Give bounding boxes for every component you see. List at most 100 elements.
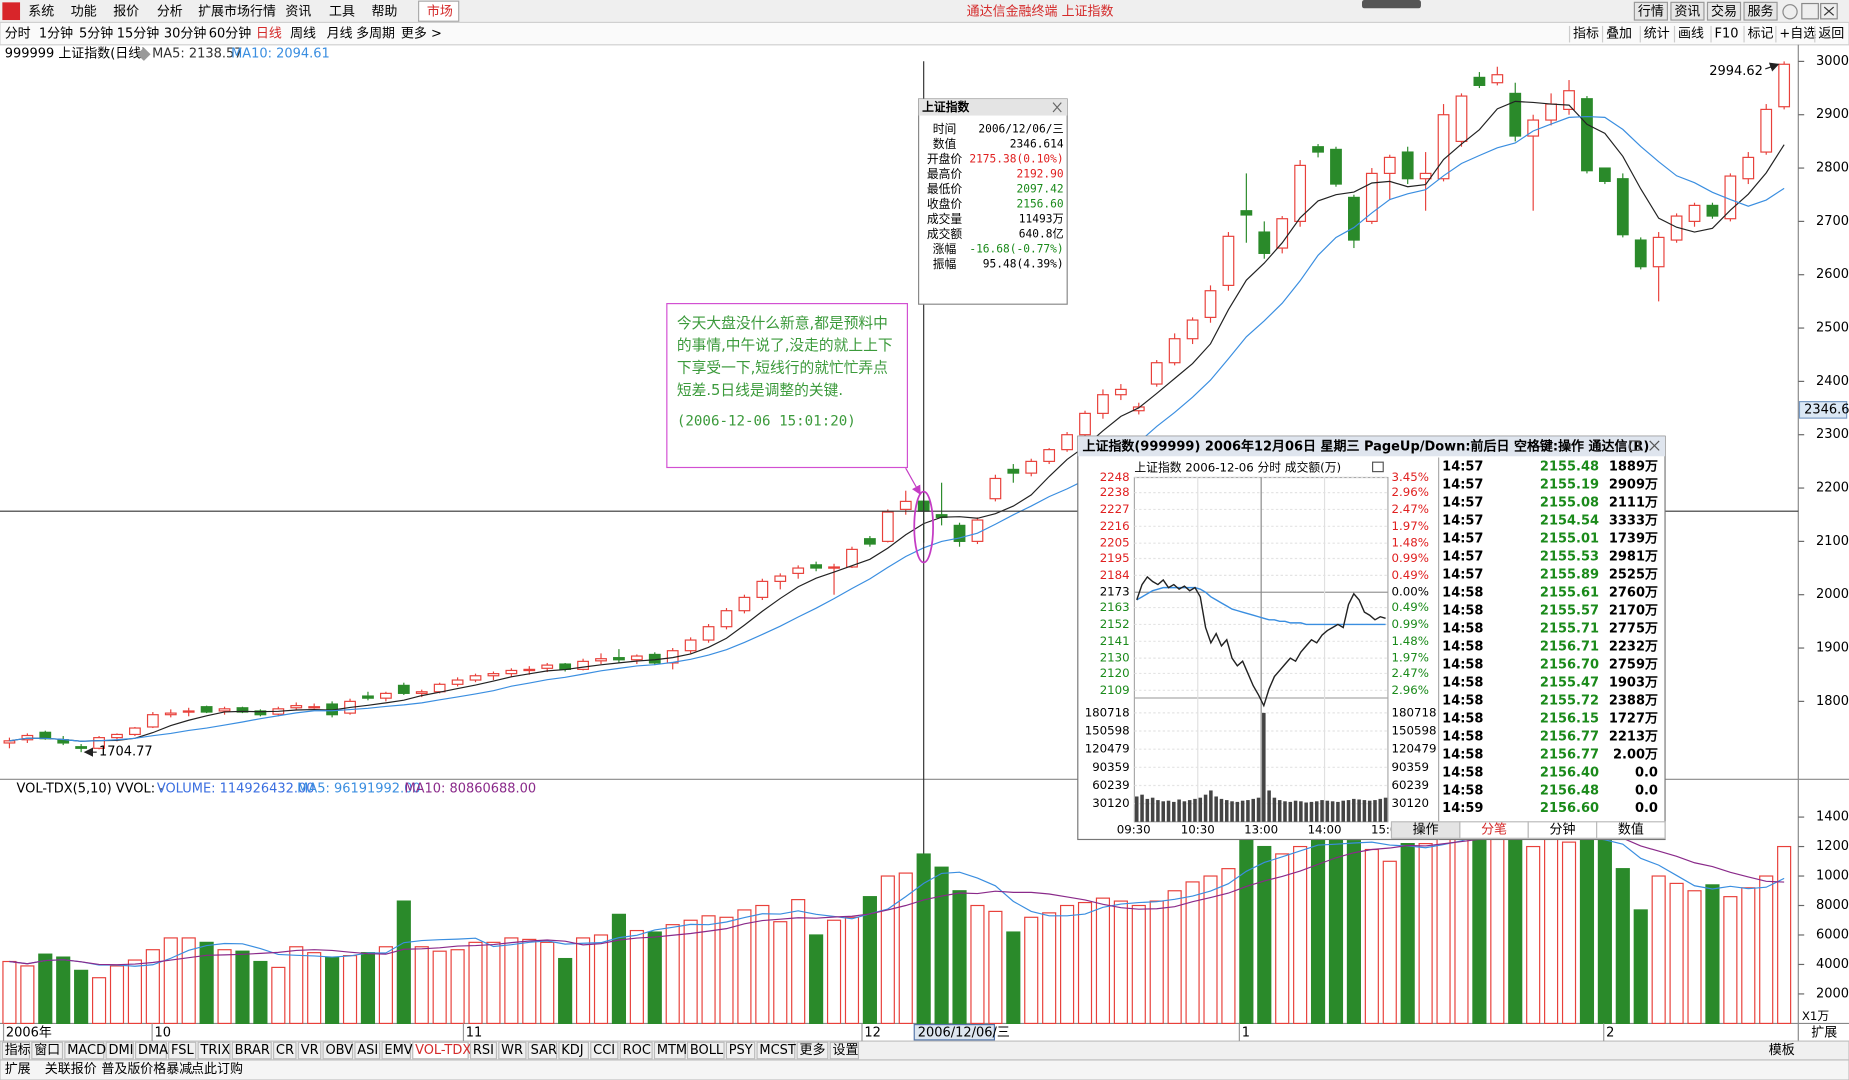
tool-button[interactable]: +自选 [1779, 27, 1816, 42]
tool-button[interactable]: 画线 [1678, 27, 1704, 42]
top-button[interactable] [1743, 1, 1778, 21]
period-button[interactable]: 日线 [256, 27, 282, 42]
tool-button[interactable]: 标记 [1748, 27, 1774, 42]
indicator-tab[interactable] [135, 1041, 167, 1060]
indicator-tab[interactable] [412, 1041, 469, 1060]
menu-item[interactable]: 帮助 [371, 4, 397, 19]
indicator-tab[interactable] [64, 1041, 105, 1060]
period-button[interactable]: 多周期 [356, 26, 395, 42]
volume-bar [1167, 890, 1182, 1024]
candle-body [111, 733, 123, 739]
tool-button[interactable]: 返回 [1818, 27, 1844, 42]
indicator-tab-label: SAR [531, 1043, 557, 1058]
indicator-tab[interactable] [619, 1041, 653, 1060]
menu-item[interactable]: 扩展市场行情 [198, 3, 276, 19]
indicator-tab[interactable] [272, 1041, 297, 1060]
indicator-tab[interactable] [558, 1041, 590, 1060]
low-label: 1704.77 [99, 745, 153, 760]
tool-button[interactable]: 统计 [1644, 27, 1670, 42]
period-button[interactable]: 1分钟 [39, 26, 73, 42]
candle-body [1563, 90, 1575, 110]
volume-bar [791, 899, 806, 1024]
volume-bar [701, 915, 716, 1024]
indicator-tab[interactable] [469, 1041, 498, 1060]
volume-bar [253, 960, 268, 1024]
period-button[interactable]: 60分钟 [209, 26, 251, 42]
candle-body [1114, 388, 1127, 396]
menu-item[interactable]: 分析 [157, 4, 183, 19]
menu-item[interactable]: 功能 [71, 4, 97, 19]
tool-button[interactable]: 指标 [1573, 27, 1599, 42]
candle-body [756, 580, 769, 598]
indicator-tab[interactable] [297, 1041, 322, 1060]
volume-bar [809, 934, 824, 1024]
indicator-tab[interactable] [590, 1041, 619, 1060]
high-arrow [1765, 62, 1780, 72]
indicator-tab[interactable] [354, 1041, 381, 1060]
top-button[interactable] [1633, 1, 1668, 21]
menu-item[interactable]: 工具 [329, 4, 355, 19]
period-button[interactable]: 15分钟 [117, 26, 159, 42]
volume-bar [1544, 838, 1559, 1024]
period-button[interactable]: 月线 [327, 27, 353, 42]
indicator-tab[interactable] [527, 1041, 558, 1060]
indicator-tab[interactable] [686, 1041, 725, 1060]
indicator-tab[interactable] [31, 1041, 64, 1060]
status-item[interactable]: 点此订购 [191, 1061, 243, 1077]
menu-item[interactable]: 系统 [28, 4, 54, 19]
candle-body [1437, 114, 1450, 180]
indicator-tab[interactable] [197, 1041, 231, 1060]
volume-bar [952, 890, 967, 1024]
period-button[interactable]: 周线 [290, 27, 316, 42]
indicator-tab[interactable] [322, 1041, 354, 1060]
indicator-tab[interactable] [498, 1041, 527, 1060]
volume-bar [2, 960, 17, 1024]
volume-bar [1526, 845, 1541, 1024]
tool-button[interactable]: 叠加 [1606, 27, 1632, 42]
top-button[interactable] [1706, 1, 1742, 21]
indicator-tab[interactable] [381, 1041, 411, 1060]
status-item[interactable]: 普及版价格暴减 [101, 1061, 192, 1077]
y-tick-label: 4000 [1816, 957, 1849, 972]
candle-body [1616, 178, 1629, 236]
indicator-tab[interactable] [829, 1041, 860, 1060]
menu-item[interactable]: 报价 [113, 4, 139, 19]
indicator-tab[interactable] [1, 1041, 31, 1060]
indicator-tab[interactable] [725, 1041, 756, 1060]
volume-bar [396, 900, 411, 1024]
candle-body [200, 706, 213, 713]
period-button[interactable]: 更多 > [401, 26, 442, 42]
indicator-tab-label: PSY [729, 1043, 753, 1058]
y-tick-label: 8000 [1816, 898, 1849, 913]
indicator-tab-label: 指标 [5, 1043, 31, 1058]
indicator-tab[interactable] [168, 1041, 197, 1060]
y-tick-label: 1800 [1816, 694, 1849, 709]
candle-body [899, 500, 912, 510]
volume-bar [109, 965, 125, 1024]
template-button[interactable]: 模板 [1769, 1043, 1795, 1058]
highlight-ellipse [913, 490, 934, 564]
indicator-tab[interactable] [796, 1041, 829, 1060]
indicator-tab[interactable] [756, 1041, 796, 1060]
volume-bar [522, 938, 537, 1024]
candle-body [1455, 95, 1468, 142]
status-item[interactable]: 扩展 [5, 1062, 31, 1077]
menu-item[interactable]: 资讯 [285, 4, 311, 19]
indicator-tab[interactable] [653, 1041, 686, 1060]
status-item[interactable]: 关联报价 [45, 1062, 97, 1077]
period-button[interactable]: 30分钟 [164, 26, 206, 42]
volume-bar [862, 896, 877, 1024]
tool-button[interactable]: F10 [1715, 27, 1739, 42]
period-button[interactable]: 分时 [5, 27, 31, 42]
top-button[interactable] [1670, 1, 1705, 21]
tab-handle [1361, 0, 1421, 9]
indicator-tab[interactable] [231, 1041, 272, 1060]
candle-body [451, 679, 464, 685]
volume-bar [558, 957, 573, 1024]
indicator-tab-label: CCI [593, 1043, 615, 1058]
volume-bar [1723, 896, 1738, 1024]
indicator-tab[interactable] [105, 1041, 134, 1060]
period-button[interactable]: 5分钟 [79, 26, 113, 42]
market-tab[interactable] [418, 0, 460, 22]
